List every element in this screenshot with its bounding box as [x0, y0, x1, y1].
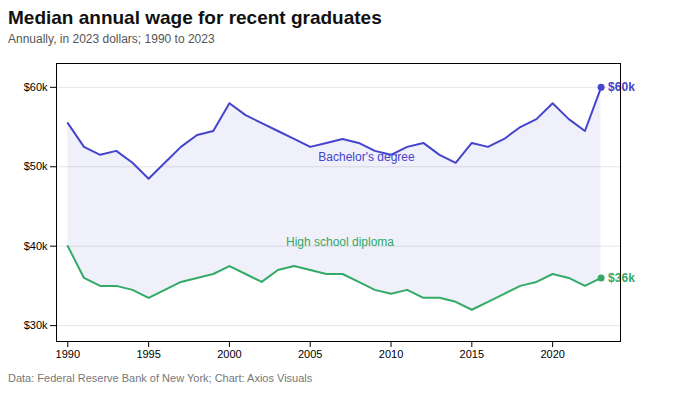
svg-text:2020: 2020	[540, 348, 564, 360]
svg-text:$40k: $40k	[24, 240, 48, 252]
svg-text:$50k: $50k	[24, 160, 48, 172]
svg-text:$30k: $30k	[24, 319, 48, 331]
svg-text:1995: 1995	[136, 348, 160, 360]
html-text:Median annual wage for recent: Median annual wage for recent graduates	[8, 7, 382, 28]
svg-text:2000: 2000	[217, 348, 241, 360]
svg-text:$60k: $60k	[608, 80, 635, 94]
html-text:Data: Federal Reserve Bank of: Data: Federal Reserve Bank of New York; …	[8, 372, 313, 384]
svg-text:2005: 2005	[298, 348, 322, 360]
svg-text:High school diploma: High school diploma	[286, 235, 394, 249]
svg-text:2015: 2015	[460, 348, 484, 360]
svg-text:2010: 2010	[379, 348, 403, 360]
svg-text:Bachelor's degree: Bachelor's degree	[318, 150, 415, 164]
svg-text:1990: 1990	[56, 348, 80, 360]
svg-text:$60k: $60k	[24, 81, 48, 93]
html-text:Annually, in 2023 dollars; 199: Annually, in 2023 dollars; 1990 to 2023	[8, 32, 215, 46]
svg-text:$36k: $36k	[608, 271, 635, 285]
